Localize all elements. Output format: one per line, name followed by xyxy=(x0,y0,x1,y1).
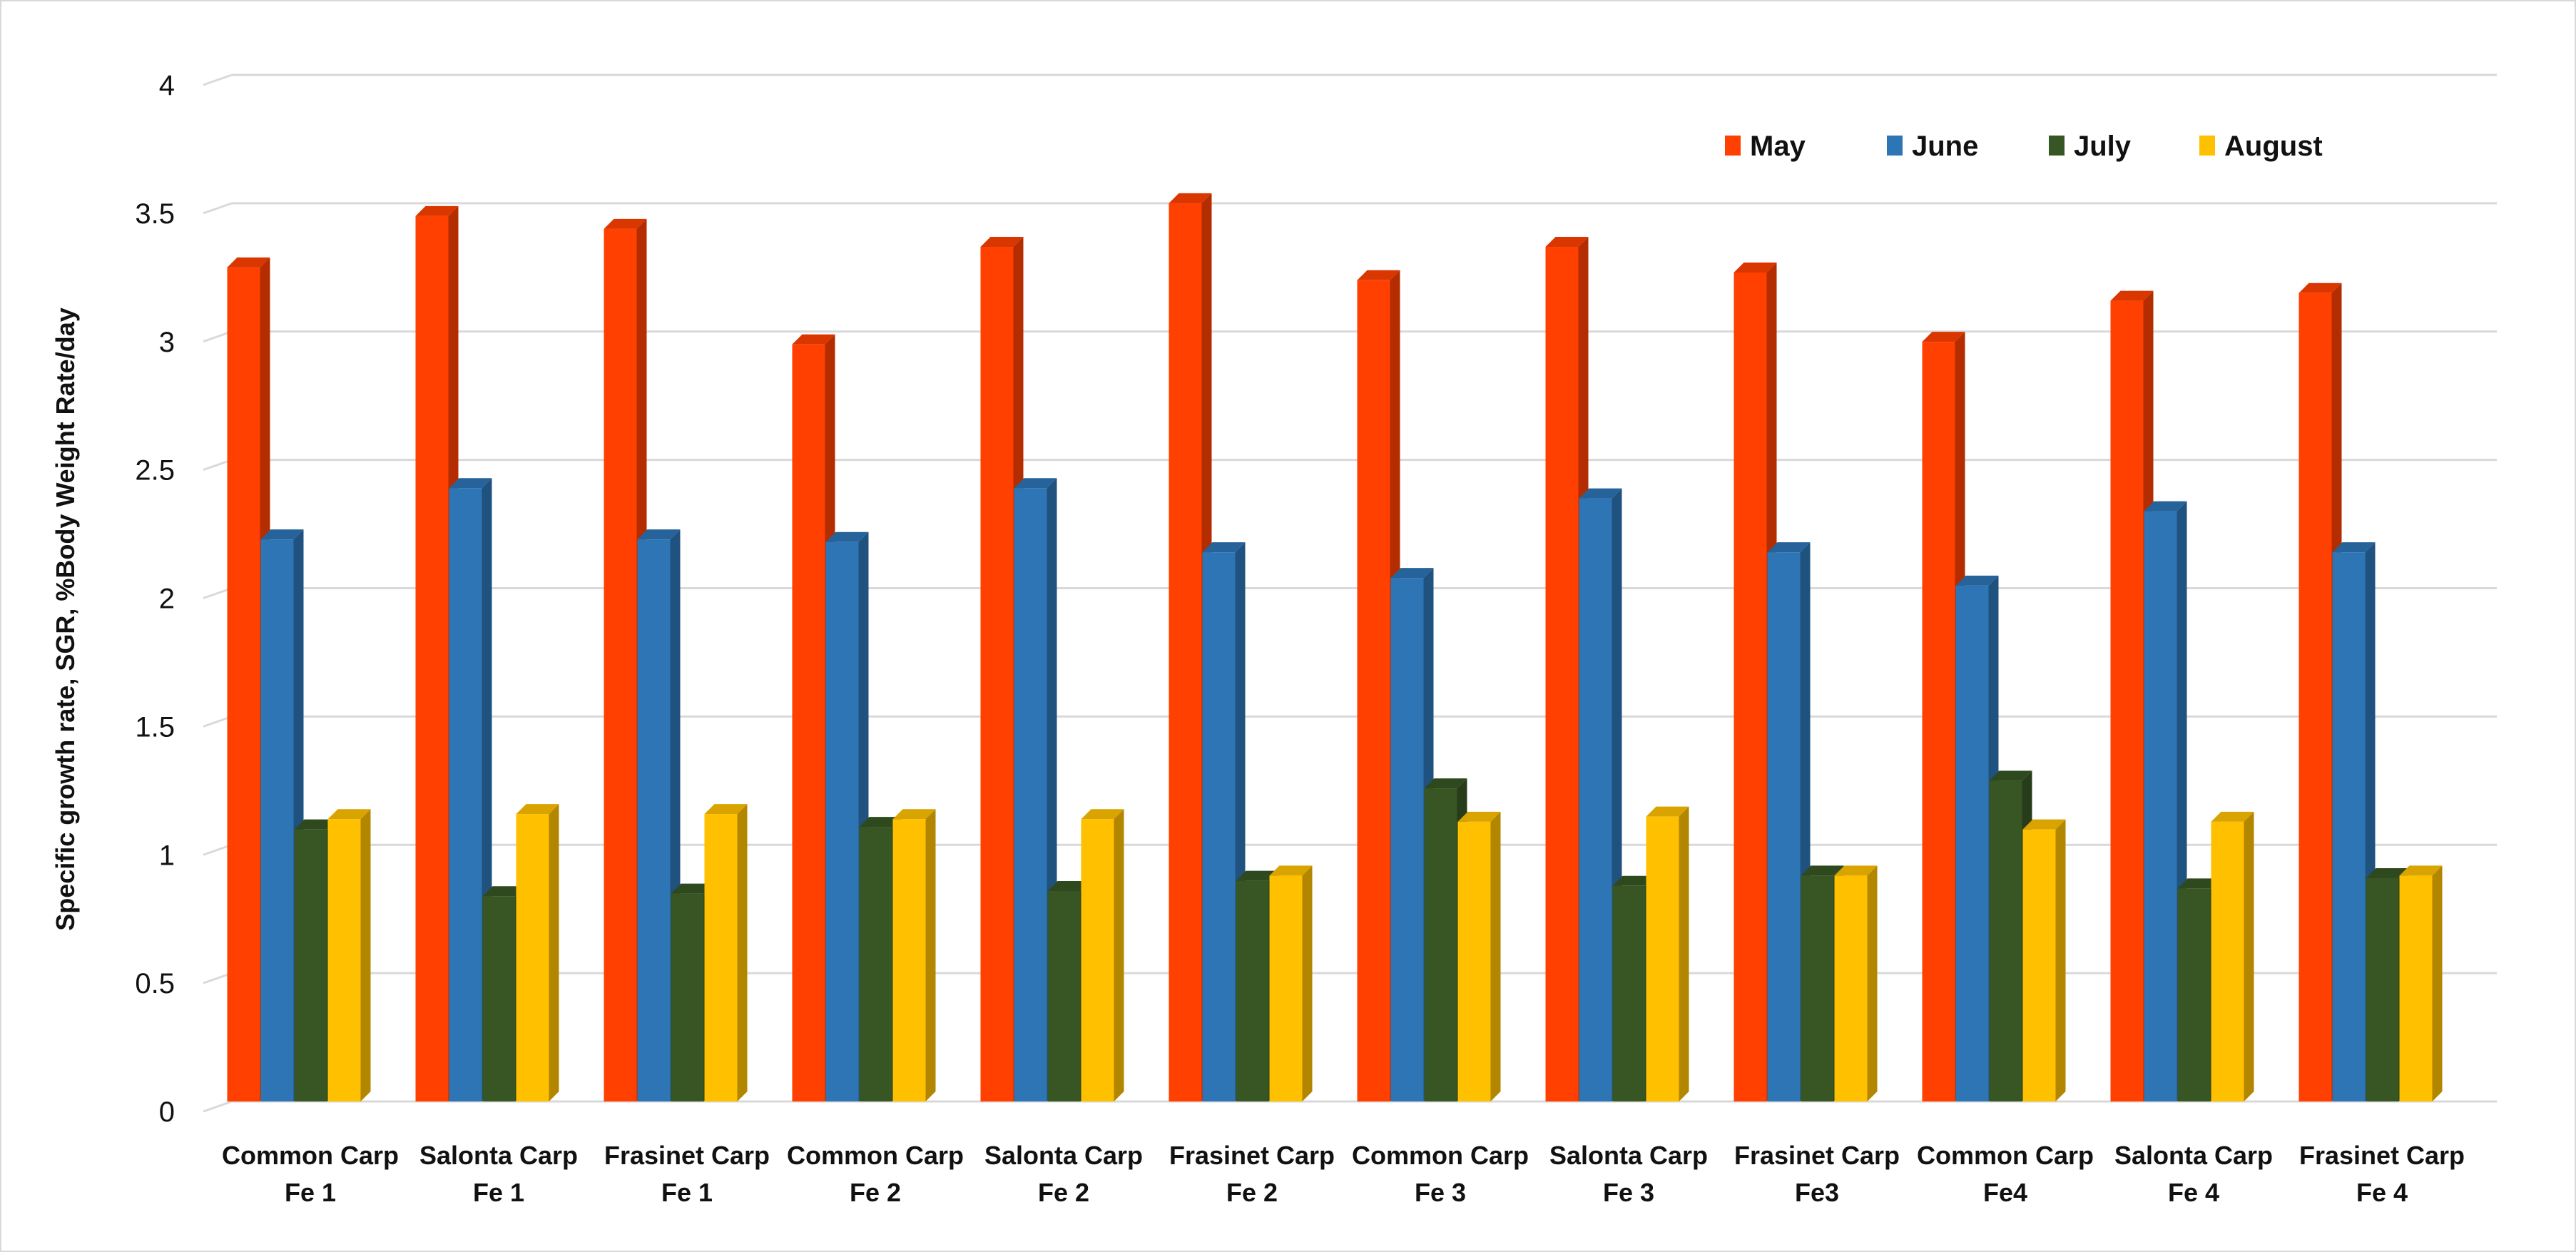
gridline-diag xyxy=(203,972,233,984)
gridline-diag xyxy=(203,715,233,728)
legend-swatch xyxy=(2049,136,2065,156)
x-category-label: Salonta Carp xyxy=(1549,1141,1708,1170)
legend-item-may: May xyxy=(1725,131,1806,162)
bar-august-0 xyxy=(327,809,371,1101)
bar-august-1 xyxy=(516,804,559,1101)
y-tick-label: 1 xyxy=(159,840,175,871)
x-category-label: Fe 4 xyxy=(2168,1178,2219,1207)
bar-august-2 xyxy=(704,804,748,1101)
bar-august-9 xyxy=(2022,819,2066,1101)
x-category-label: Fe4 xyxy=(1983,1178,2027,1207)
x-category-label: Frasinet Carp xyxy=(604,1141,770,1170)
gridline-diag xyxy=(203,1100,233,1113)
y-tick-label: 3.5 xyxy=(135,198,175,230)
legend-label: August xyxy=(2224,131,2323,162)
bar-august-3 xyxy=(892,809,936,1101)
bar-august-6 xyxy=(1457,811,1501,1101)
legend-label: May xyxy=(1750,131,1806,162)
x-category-label: Fe 1 xyxy=(285,1178,336,1207)
gridline-diag xyxy=(203,202,233,215)
bar-june-5 xyxy=(1202,542,1246,1101)
bar-august-11 xyxy=(2399,865,2443,1101)
y-tick-label: 2 xyxy=(159,584,175,615)
x-category-label: Fe 2 xyxy=(850,1178,901,1207)
x-category-label: Fe3 xyxy=(1795,1178,1839,1207)
bars xyxy=(227,193,2443,1102)
x-category-label: Salonta Carp xyxy=(2114,1141,2273,1170)
y-tick-label: 2.5 xyxy=(135,455,175,487)
y-tick-label: 1.5 xyxy=(135,711,175,743)
x-category-label: Common Carp xyxy=(1917,1141,2094,1170)
x-category-label: Frasinet Carp xyxy=(1734,1141,1900,1170)
y-tick-label: 4 xyxy=(159,70,175,101)
bar-june-2 xyxy=(637,529,681,1101)
x-axis-categories: Common Carp Fe 1 Salonta Carp Fe 1 Frasinet … xyxy=(222,1141,2465,1207)
x-category-label: Common Carp xyxy=(1352,1141,1529,1170)
bar-august-7 xyxy=(1646,806,1689,1101)
gridline-diag xyxy=(203,459,233,472)
x-category-label: Fe 3 xyxy=(1603,1178,1654,1207)
legend-label: July xyxy=(2074,131,2132,162)
x-category-label: Common Carp xyxy=(222,1141,399,1170)
y-tick-label: 0.5 xyxy=(135,968,175,999)
x-category-label: Fe 1 xyxy=(661,1178,713,1207)
x-category-label: Salonta Carp xyxy=(419,1141,578,1170)
legend-label: June xyxy=(1912,131,1978,162)
bar-august-5 xyxy=(1269,865,1313,1101)
y-tick-label: 3 xyxy=(159,327,175,358)
gridline-diag xyxy=(203,587,233,599)
legend-item-august: August xyxy=(2199,131,2323,162)
legend-swatch xyxy=(1725,136,1741,156)
bar-june-9 xyxy=(1955,575,1999,1101)
x-category-label: Frasinet Carp xyxy=(1169,1141,1335,1170)
y-axis-title: Specific growth rate, SGR, %Body Weight … xyxy=(51,307,80,931)
x-category-label: Frasinet Carp xyxy=(2299,1141,2465,1170)
x-category-label: Fe 4 xyxy=(2356,1178,2408,1207)
gridline-diag xyxy=(203,73,233,86)
gridline-diag xyxy=(203,843,233,856)
x-category-label: Salonta Carp xyxy=(984,1141,1143,1170)
legend-swatch xyxy=(2199,136,2215,156)
x-category-label: Fe 2 xyxy=(1226,1178,1278,1207)
legend-swatch xyxy=(1887,136,1903,156)
bar-june-11 xyxy=(2332,542,2376,1101)
x-category-label: Fe 1 xyxy=(473,1178,524,1207)
bar-june-1 xyxy=(449,478,492,1101)
x-category-label: Fe 2 xyxy=(1038,1178,1089,1207)
y-axis-ticks: 0 0.5 1 1.5 2 2.5 3 3.5 4 xyxy=(135,70,175,1128)
bar-august-4 xyxy=(1081,809,1124,1101)
bar-august-8 xyxy=(1834,865,1878,1101)
bar-june-10 xyxy=(2144,501,2187,1101)
legend-item-june: June xyxy=(1887,131,1978,162)
x-category-label: Common Carp xyxy=(787,1141,964,1170)
bar-august-10 xyxy=(2211,811,2254,1101)
legend: May June July August xyxy=(1725,131,2323,162)
y-tick-label: 0 xyxy=(159,1096,175,1128)
legend-item-july: July xyxy=(2049,131,2132,162)
gridline-diag xyxy=(203,330,233,343)
x-category-label: Fe 3 xyxy=(1415,1178,1466,1207)
